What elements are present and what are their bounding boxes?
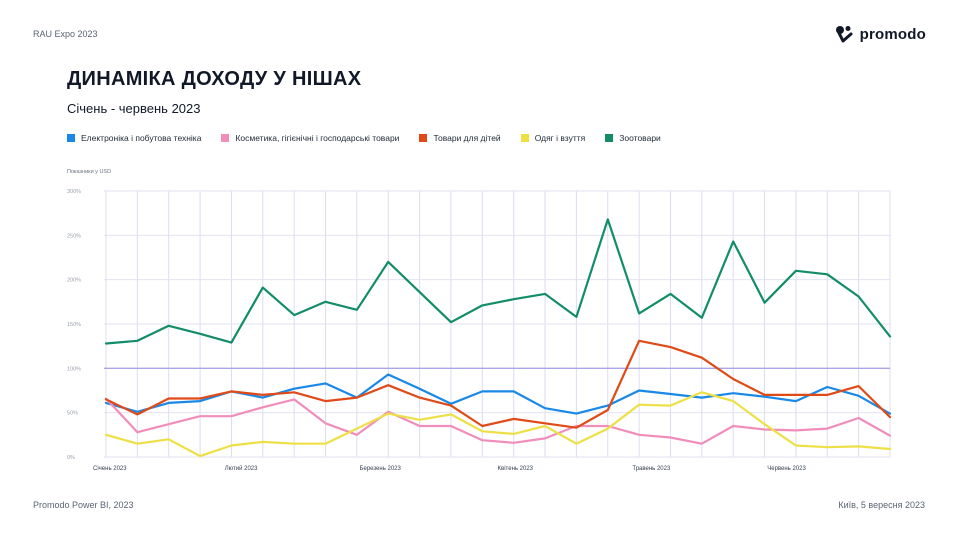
legend-swatch	[221, 134, 230, 142]
legend-swatch	[67, 134, 75, 142]
legend-label: Товари для дітей	[433, 133, 501, 143]
legend-label: Зоотовари	[619, 133, 661, 143]
legend-label: Електроніка і побутова техніка	[81, 133, 202, 143]
y-tick-label: 150%	[67, 322, 81, 328]
chart-legend: Електроніка і побутова техніка Косметика…	[67, 133, 661, 143]
legend-item-kids: Товари для дітей	[419, 133, 501, 143]
legend-swatch	[520, 134, 529, 142]
page-title: ДИНАМІКА ДОХОДУ У НІШАХ	[67, 68, 362, 90]
series-line-4	[104, 218, 892, 345]
footer-date: Київ, 5 вересня 2023	[838, 500, 925, 510]
legend-item-electronics: Електроніка і побутова техніка	[67, 133, 201, 143]
x-tick-label: Травень 2023	[632, 466, 671, 472]
legend-item-pets: Зоотовари	[605, 133, 661, 143]
promodo-logo: promodo	[835, 25, 926, 43]
y-tick-label: 200%	[67, 278, 81, 284]
series-line-2	[104, 339, 892, 429]
legend-label: Одяг і взуття	[534, 133, 586, 143]
x-tick-label: Червень 2023	[767, 466, 806, 472]
legend-swatch	[419, 134, 428, 142]
y-tick-label: 250%	[67, 233, 81, 239]
legend-swatch	[605, 134, 614, 142]
logo-text: promodo	[859, 25, 926, 43]
y-tick-label: 100%	[67, 366, 81, 372]
promodo-logo-icon	[835, 26, 853, 43]
series-line-3	[104, 391, 892, 458]
page-subtitle: Січень - червень 2023	[67, 101, 201, 116]
footer-source: Promodo Power BI, 2023	[33, 500, 134, 510]
x-tick-label: Лютий 2023	[225, 465, 258, 472]
legend-item-clothing: Одяг і взуття	[520, 133, 586, 143]
legend-item-cosmetics: Косметика, гігієнічні і господарські тов…	[221, 133, 399, 143]
y-tick-label: 50%	[67, 411, 78, 417]
y-tick-label: 0%	[67, 455, 75, 461]
y-tick-label: 300%	[67, 189, 81, 195]
x-tick-label: Січень 2023	[93, 466, 127, 472]
x-tick-label: Березень 2023	[360, 466, 402, 472]
series-line-1	[104, 397, 892, 445]
unit-label: Показники у USD	[67, 169, 112, 175]
legend-label: Косметика, гігієнічні і господарські тов…	[235, 133, 400, 143]
x-tick-label: Квітень 2023	[498, 466, 534, 472]
event-label: RAU Expo 2023	[33, 29, 98, 39]
